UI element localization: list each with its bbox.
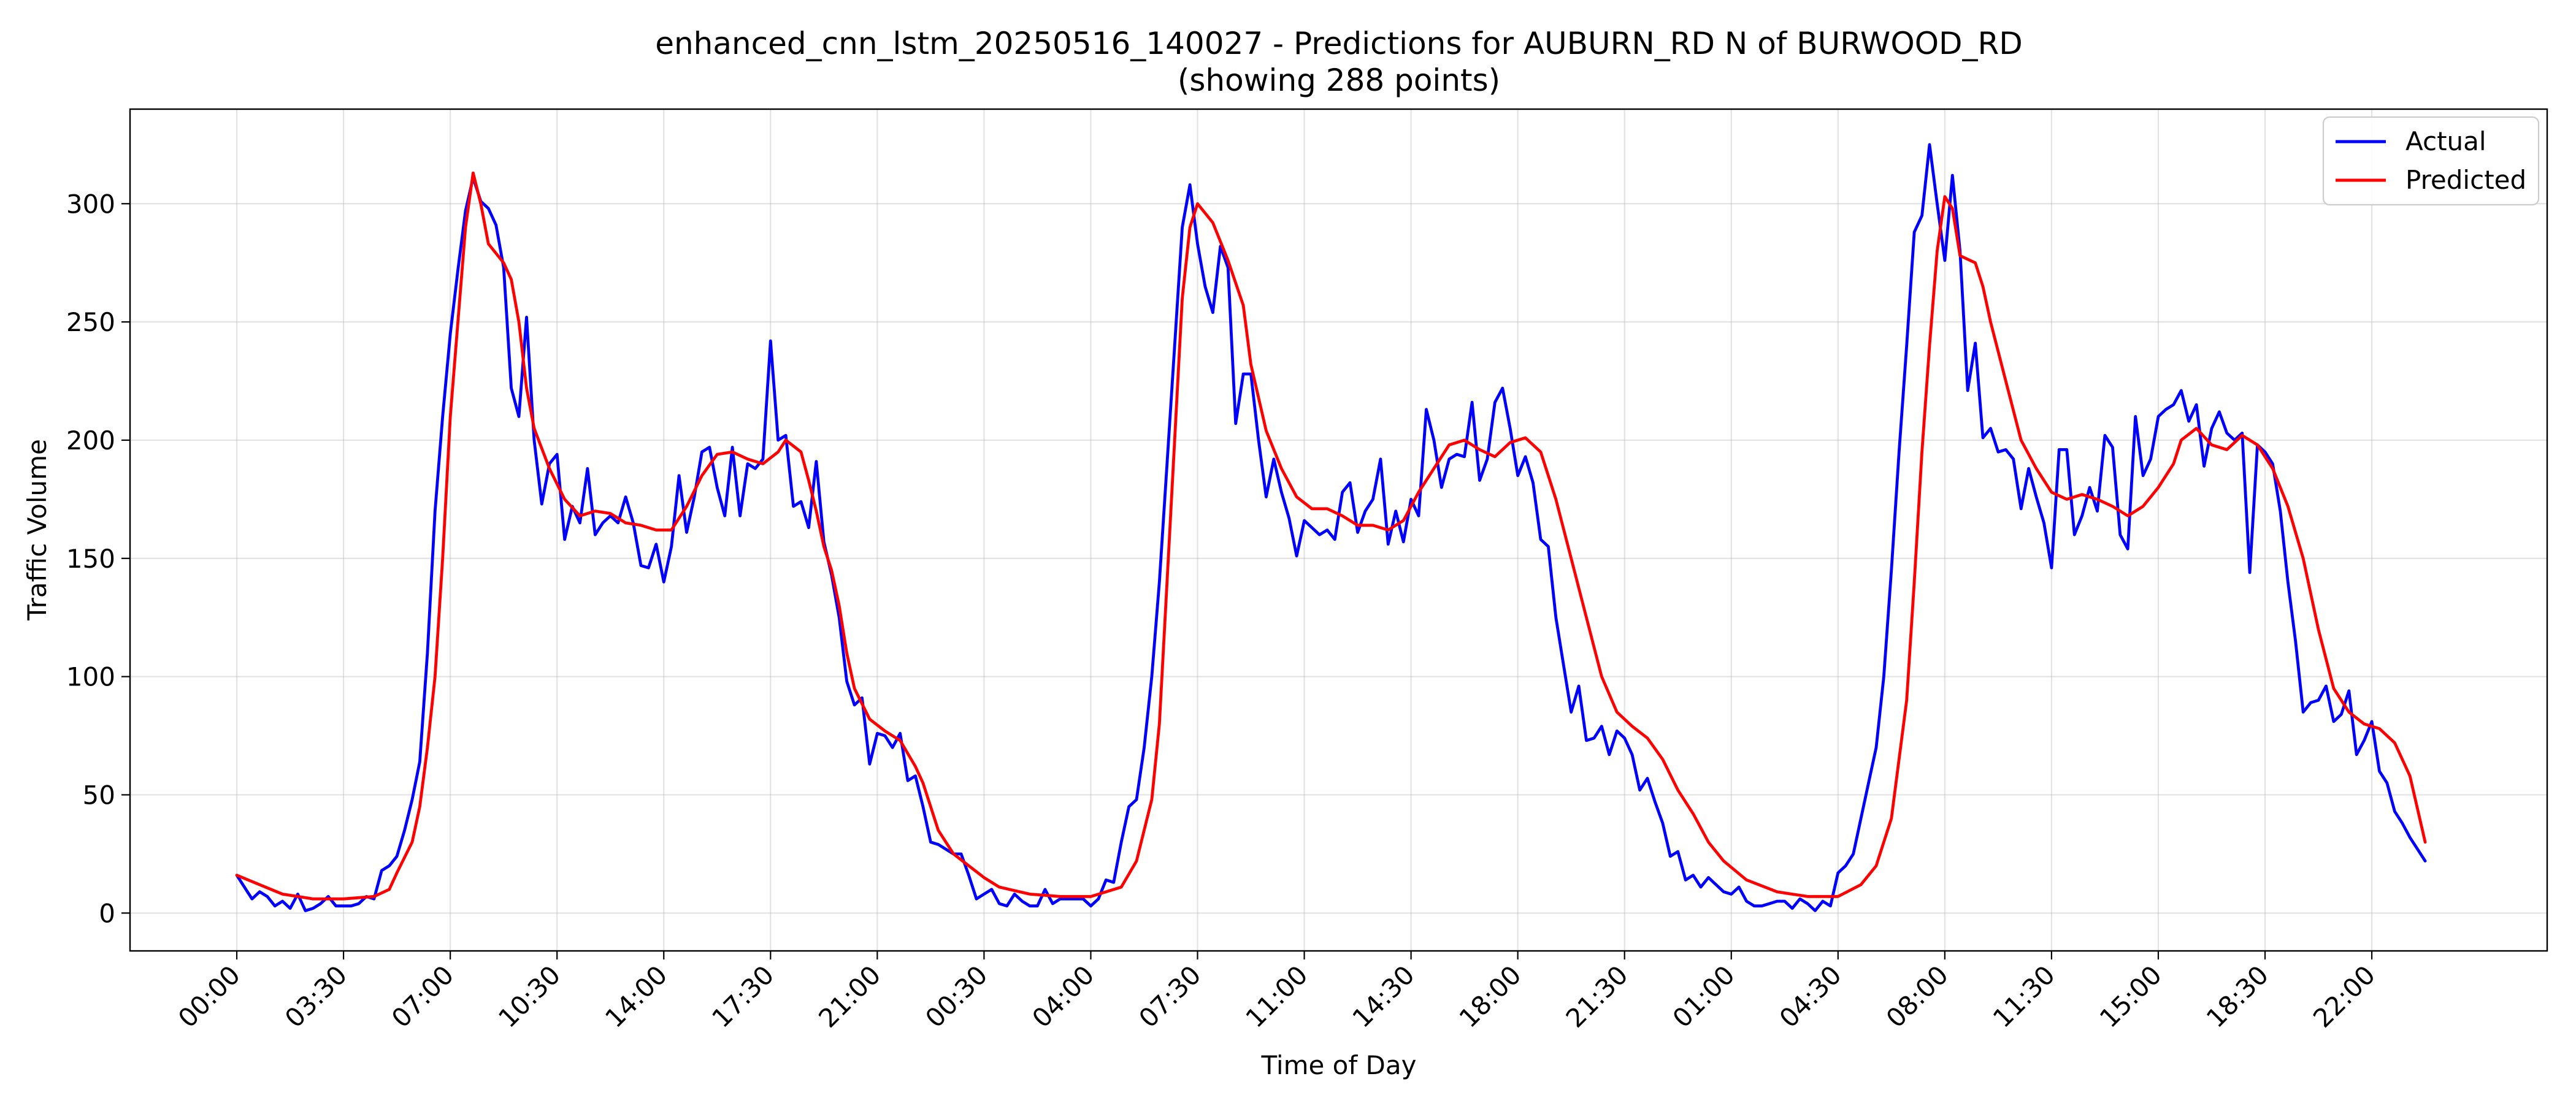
y-tick-label: 200 bbox=[66, 425, 115, 456]
grid-lines bbox=[130, 109, 2547, 951]
y-tick-label: 100 bbox=[66, 662, 115, 692]
plot-series bbox=[235, 143, 2427, 912]
legend-label-actual: Actual bbox=[2405, 126, 2486, 156]
y-tick-label: 0 bbox=[99, 898, 115, 928]
legend-label-predicted: Predicted bbox=[2405, 165, 2526, 195]
chart-legend: Actual Predicted bbox=[2322, 116, 2540, 206]
chart-title: enhanced_cnn_lstm_20250516_140027 - Pred… bbox=[655, 26, 2023, 61]
y-axis-label: Traffic Volume bbox=[22, 439, 52, 621]
series-line-actual bbox=[235, 143, 2427, 912]
series-line-predicted bbox=[235, 171, 2427, 901]
y-tick-label: 50 bbox=[83, 780, 115, 810]
y-tick-label: 300 bbox=[66, 189, 115, 219]
legend-box bbox=[2322, 116, 2540, 206]
x-axis-label: Time of Day bbox=[1261, 1050, 1417, 1080]
y-tick-label: 250 bbox=[66, 307, 115, 337]
chart-subtitle: (showing 288 points) bbox=[1178, 63, 1500, 98]
plot-area-frame bbox=[129, 108, 2548, 952]
y-axis-ticks: 0 50 100 150 200 250 300 bbox=[66, 189, 130, 928]
y-tick-label: 150 bbox=[66, 544, 115, 574]
